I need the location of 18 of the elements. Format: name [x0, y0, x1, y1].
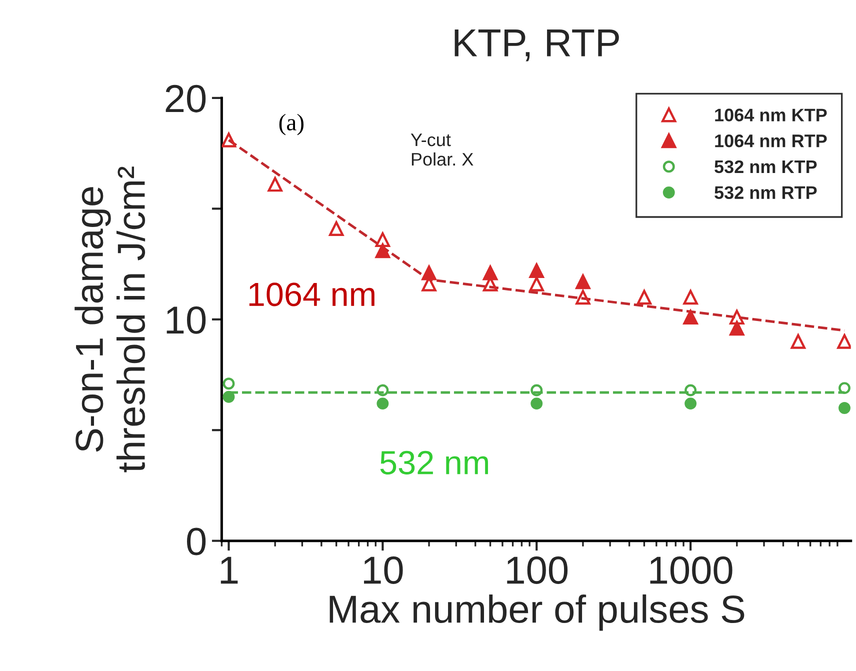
y-axis-title: S-on-1 damage threshold in J/cm² — [74, 166, 146, 472]
x-tick-label: 1000 — [650, 556, 732, 584]
legend-label: 532 nm KTP — [714, 160, 817, 174]
y-tick-label: 20 — [166, 84, 206, 112]
x-tick-label: 100 — [507, 556, 568, 584]
legend-label: 1064 nm RTP — [715, 134, 827, 148]
legend-label: 532 nm RTP — [714, 186, 817, 200]
annotation: 532 nm — [380, 450, 488, 474]
y-tick-label: 0 — [187, 528, 206, 556]
x-tick-label: 1 — [220, 556, 238, 584]
annotation: (a) — [279, 114, 304, 136]
annotation: 1064 nm — [249, 282, 374, 306]
x-tick-label: 10 — [364, 556, 403, 584]
annotation: Y-cut Polar. X — [410, 134, 474, 166]
legend-label: 1064 nm KTP — [715, 108, 827, 122]
chart-title: KTP, RTP — [454, 30, 619, 62]
y-tick-label: 10 — [166, 306, 206, 334]
x-axis-title: Max number of pulses S — [330, 594, 744, 631]
